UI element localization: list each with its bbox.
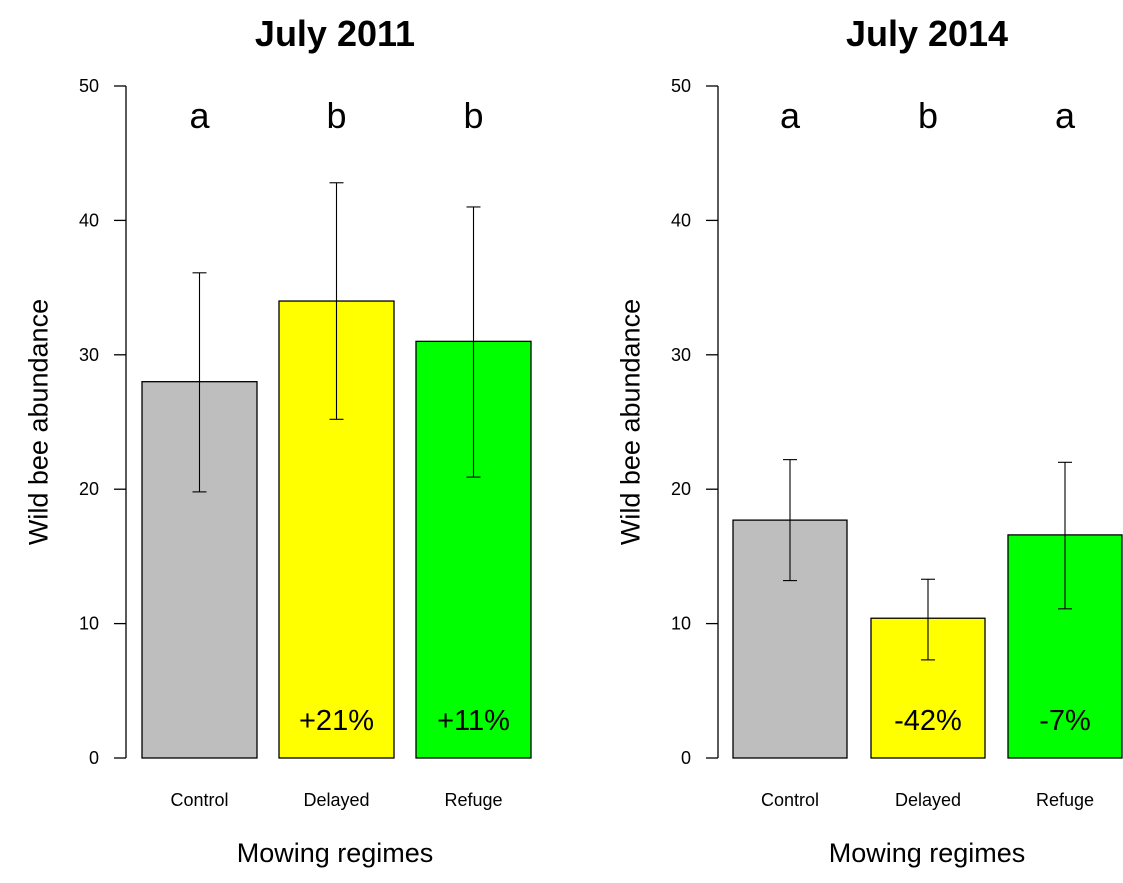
y-tick-label: 10 bbox=[671, 614, 691, 634]
y-tick-label: 30 bbox=[79, 345, 99, 365]
x-axis-label: Mowing regimes bbox=[829, 838, 1026, 868]
y-tick-label: 30 bbox=[671, 345, 691, 365]
percent-change-label: +11% bbox=[437, 705, 510, 737]
x-tick-label: Refuge bbox=[444, 790, 502, 810]
chart-title: July 2011 bbox=[255, 13, 415, 54]
significance-letter: b bbox=[463, 95, 483, 136]
y-tick-label: 50 bbox=[79, 76, 99, 96]
percent-change-label: +21% bbox=[299, 705, 374, 737]
x-tick-label: Delayed bbox=[303, 790, 369, 810]
x-tick-label: Control bbox=[761, 790, 819, 810]
significance-letter: b bbox=[918, 95, 938, 136]
y-tick-label: 10 bbox=[79, 614, 99, 634]
y-tick-label: 20 bbox=[671, 479, 691, 499]
x-tick-label: Control bbox=[170, 790, 228, 810]
percent-change-label: -7% bbox=[1039, 705, 1091, 737]
y-axis-label: Wild bee abundance bbox=[615, 299, 645, 545]
y-tick-label: 20 bbox=[79, 479, 99, 499]
x-tick-label: Delayed bbox=[895, 790, 961, 810]
significance-letter: a bbox=[189, 95, 210, 136]
y-tick-label: 50 bbox=[671, 76, 691, 96]
y-axis-label: Wild bee abundance bbox=[23, 299, 53, 545]
y-tick-label: 0 bbox=[681, 748, 691, 768]
x-tick-label: Refuge bbox=[1036, 790, 1094, 810]
significance-letter: a bbox=[1055, 95, 1076, 136]
y-tick-label: 0 bbox=[89, 748, 99, 768]
y-tick-label: 40 bbox=[79, 210, 99, 230]
significance-letter: b bbox=[326, 95, 346, 136]
significance-letter: a bbox=[780, 95, 801, 136]
y-tick-label: 40 bbox=[671, 210, 691, 230]
chart-title: July 2014 bbox=[846, 13, 1008, 54]
percent-change-label: -42% bbox=[894, 705, 962, 737]
x-axis-label: Mowing regimes bbox=[237, 838, 434, 868]
